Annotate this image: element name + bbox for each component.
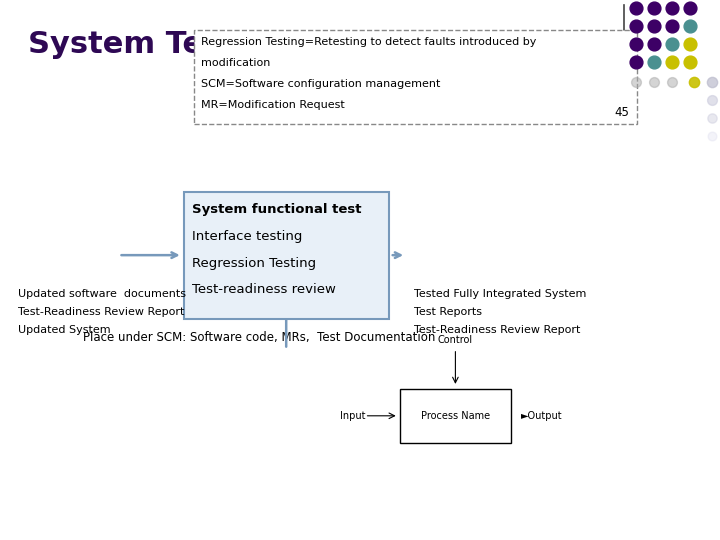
Point (688, 78, 700, 86)
Point (630, 78, 642, 86)
Point (630, 39, 642, 48)
Text: Test-Readiness Review Report: Test-Readiness Review Report (414, 325, 580, 335)
Bar (400, 389, 511, 443)
Text: ►Output: ►Output (521, 411, 563, 421)
Text: Input: Input (340, 411, 365, 421)
Point (648, 78, 660, 86)
Point (648, 58, 660, 66)
Text: Place under SCM: Software code, MRs,  Test Documentation: Place under SCM: Software code, MRs, Tes… (83, 331, 436, 344)
Text: System functional test: System functional test (192, 203, 361, 216)
Point (666, 4, 678, 12)
Text: Test Reports: Test Reports (414, 307, 482, 317)
Text: Test-readiness review: Test-readiness review (192, 284, 336, 296)
Text: MR=Modification Request: MR=Modification Request (202, 100, 345, 110)
Point (648, 22, 660, 30)
Point (666, 78, 678, 86)
Point (684, 58, 696, 66)
Point (684, 39, 696, 48)
Text: Regression Testing: Regression Testing (192, 256, 316, 269)
Text: modification: modification (202, 58, 271, 68)
Point (706, 96, 718, 104)
Text: Process Name: Process Name (420, 411, 490, 421)
Bar (194, 30, 637, 124)
Point (630, 4, 642, 12)
Point (706, 78, 718, 86)
Text: Interface testing: Interface testing (192, 230, 302, 243)
Text: 45: 45 (614, 106, 629, 119)
Text: Control: Control (438, 335, 473, 345)
Text: Test-Readiness Review Report: Test-Readiness Review Report (18, 307, 184, 317)
Point (630, 22, 642, 30)
Point (666, 39, 678, 48)
Point (706, 114, 718, 123)
Point (630, 58, 642, 66)
Text: Updated System: Updated System (18, 325, 111, 335)
Text: Tested Fully Integrated System: Tested Fully Integrated System (414, 289, 586, 299)
Text: Regression Testing=Retesting to detect faults introduced by: Regression Testing=Retesting to detect f… (202, 37, 537, 46)
Text: SCM=Software configuration management: SCM=Software configuration management (202, 79, 441, 89)
Point (648, 39, 660, 48)
Point (666, 22, 678, 30)
Text: System Test: System Test (28, 30, 236, 59)
Text: Updated software  documents: Updated software documents (18, 289, 186, 299)
Point (648, 4, 660, 12)
Point (684, 4, 696, 12)
Point (666, 58, 678, 66)
Point (684, 22, 696, 30)
Bar (184, 192, 389, 319)
Point (706, 132, 718, 140)
